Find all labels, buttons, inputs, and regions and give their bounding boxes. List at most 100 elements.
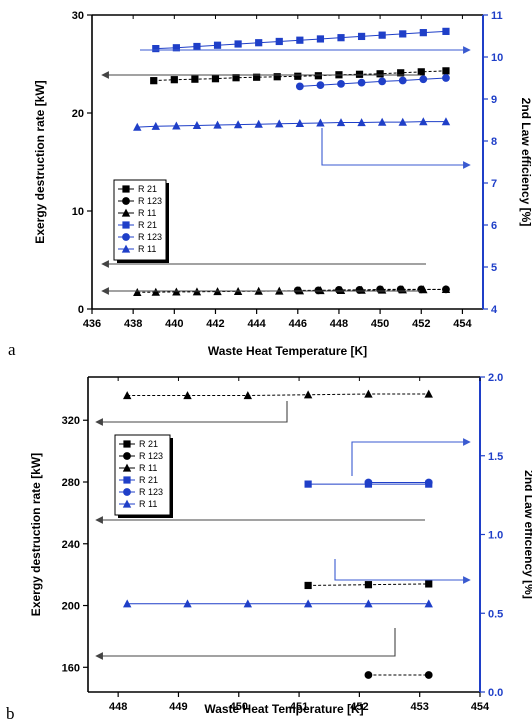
y2-tick-label: 8: [491, 136, 497, 148]
y2-axis-label: 2nd Law efficiency [%]: [519, 98, 532, 227]
data-point: [123, 391, 132, 400]
data-point: [316, 35, 325, 43]
y2-tick-label: 1.5: [488, 451, 503, 463]
chart-panel-b: 448 449 450 451 452 453 454 160 200 240 280 320 0.0 0…: [6, 372, 532, 719]
data-point: [364, 389, 373, 398]
x-axis-label: Waste Heat Temperature [K]: [208, 344, 367, 358]
legend-marker: [123, 476, 131, 484]
data-point: [419, 117, 428, 126]
legend-marker: [122, 221, 130, 229]
series-r11-right: [133, 117, 451, 131]
y2-axis-label: 2nd Law efficiency [%]: [522, 470, 532, 599]
y2-tick-label: 0.0: [488, 687, 503, 699]
legend-marker: [121, 208, 131, 217]
y2-tick-label: 5: [491, 262, 497, 274]
legend-label: R 11: [138, 208, 156, 218]
data-point: [213, 120, 222, 129]
legend-marker: [123, 452, 131, 460]
data-point: [357, 78, 366, 87]
data-point: [172, 121, 181, 130]
data-point: [364, 671, 373, 679]
x-tick-label: 440: [165, 318, 183, 330]
legend-label: R 21: [138, 220, 157, 230]
y2-tick-label: 1.0: [488, 530, 503, 542]
legend-marker: [122, 185, 130, 193]
y-tick-label: 320: [62, 415, 80, 427]
data-point: [425, 580, 433, 588]
data-point: [255, 39, 263, 47]
data-point: [377, 285, 387, 294]
x-tick-label: 452: [412, 318, 430, 330]
data-point: [337, 34, 345, 42]
legend: R 21 R 123 R 11 R 21 R 123 R 11: [114, 434, 173, 518]
x-tick-label: 450: [371, 318, 389, 330]
data-point: [377, 117, 387, 126]
data-point: [419, 75, 428, 84]
x-tick-label: 436: [83, 318, 101, 330]
y2-tick-label: 10: [491, 52, 503, 64]
data-point: [296, 36, 304, 44]
series-r11-left: [123, 389, 433, 400]
series-r21-left: [304, 580, 433, 590]
annotation-arrow: [321, 128, 471, 169]
data-point: [398, 76, 407, 85]
legend-box: [113, 179, 167, 261]
data-point: [303, 599, 313, 608]
data-point: [378, 77, 387, 86]
x-axis-label: Waste Heat Temperature [K]: [204, 702, 363, 716]
legend-marker: [122, 499, 132, 508]
legend-label: R 123: [139, 487, 163, 497]
data-point: [355, 70, 364, 78]
data-point: [442, 27, 450, 35]
data-point: [191, 75, 199, 83]
y-tick-label: 160: [62, 662, 80, 674]
y-tick-label: 10: [72, 206, 84, 218]
data-point: [234, 40, 242, 48]
legend: R 21 R 123 R 11 R 21 R 123 R 11: [113, 179, 169, 263]
x-tick-label: 454: [453, 318, 472, 330]
data-point: [151, 121, 160, 130]
data-point: [424, 478, 433, 487]
x-tick-label: 438: [124, 318, 142, 330]
data-point: [419, 29, 427, 37]
data-point: [243, 599, 253, 608]
x-tick-label: 444: [247, 318, 266, 330]
data-point: [243, 391, 253, 400]
data-point: [213, 41, 222, 49]
legend-marker: [122, 197, 130, 205]
legend-label: R 21: [138, 184, 157, 194]
legend-label: R 21: [139, 475, 158, 485]
y2-tick-label: 11: [491, 10, 503, 22]
y2-tick-label: 7: [491, 178, 497, 190]
legend-marker: [123, 440, 131, 448]
data-point: [424, 599, 433, 608]
data-point: [133, 287, 142, 296]
series-r123-right: [295, 74, 450, 91]
legend-label: R 123: [139, 451, 163, 461]
data-point: [253, 73, 261, 81]
data-point: [172, 44, 180, 52]
series-r21-right: [152, 27, 450, 53]
data-point: [152, 45, 160, 53]
data-point: [295, 286, 305, 295]
x-tick-label: 442: [206, 318, 224, 330]
annotation-arrow: [351, 438, 471, 476]
data-point: [123, 599, 132, 608]
legend-marker: [121, 244, 131, 253]
data-point: [316, 286, 325, 295]
data-point: [295, 82, 304, 91]
data-point: [314, 72, 322, 80]
data-point: [304, 480, 312, 488]
data-point: [357, 285, 366, 294]
data-point: [364, 478, 373, 487]
legend-label: R 11: [139, 499, 157, 509]
data-point: [295, 118, 305, 127]
data-point: [183, 599, 192, 608]
data-point: [316, 118, 325, 127]
annotation-arrow: [95, 628, 396, 660]
data-point: [424, 389, 433, 398]
legend-label: R 11: [138, 244, 156, 254]
data-point: [150, 77, 158, 85]
y2-tick-label: 0.5: [488, 608, 503, 620]
